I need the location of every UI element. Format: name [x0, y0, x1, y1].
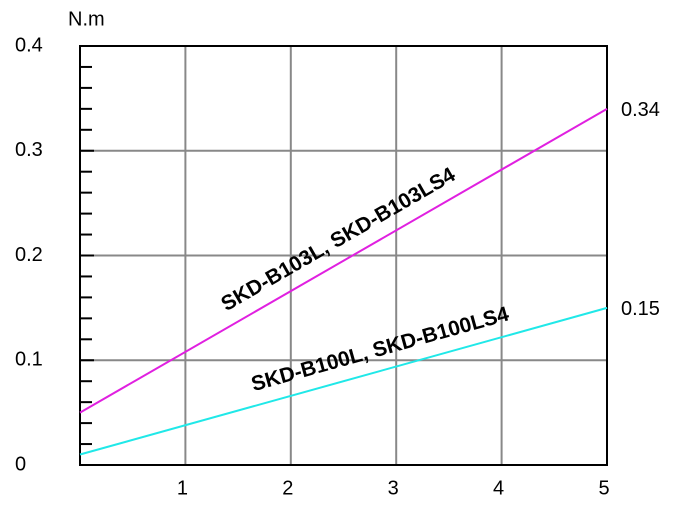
series-line	[79, 107, 608, 414]
series-label: SKD-B100L, SKD-B100LS4	[249, 302, 512, 396]
x-tick-label: 2	[282, 477, 293, 499]
series-label: SKD-B103L, SKD-B103LS4	[217, 163, 459, 316]
y-tick-label: 0.3	[15, 139, 43, 161]
x-tick-label: 1	[177, 477, 188, 499]
end-value-label: 0.34	[621, 99, 660, 121]
y-tick-label: 0.4	[15, 34, 43, 56]
x-tick-label: 4	[493, 477, 504, 499]
y-unit: N.m	[68, 8, 105, 30]
end-value-label: 0.15	[621, 298, 660, 320]
y-tick-label: 0.2	[15, 244, 43, 266]
x-tick-label: 5	[598, 477, 609, 499]
plot-frame	[79, 45, 608, 466]
y-tick-label: 0	[15, 453, 26, 475]
x-tick-label: 3	[388, 477, 399, 499]
series-line	[79, 306, 608, 456]
y-tick-label: 0.1	[15, 349, 43, 371]
